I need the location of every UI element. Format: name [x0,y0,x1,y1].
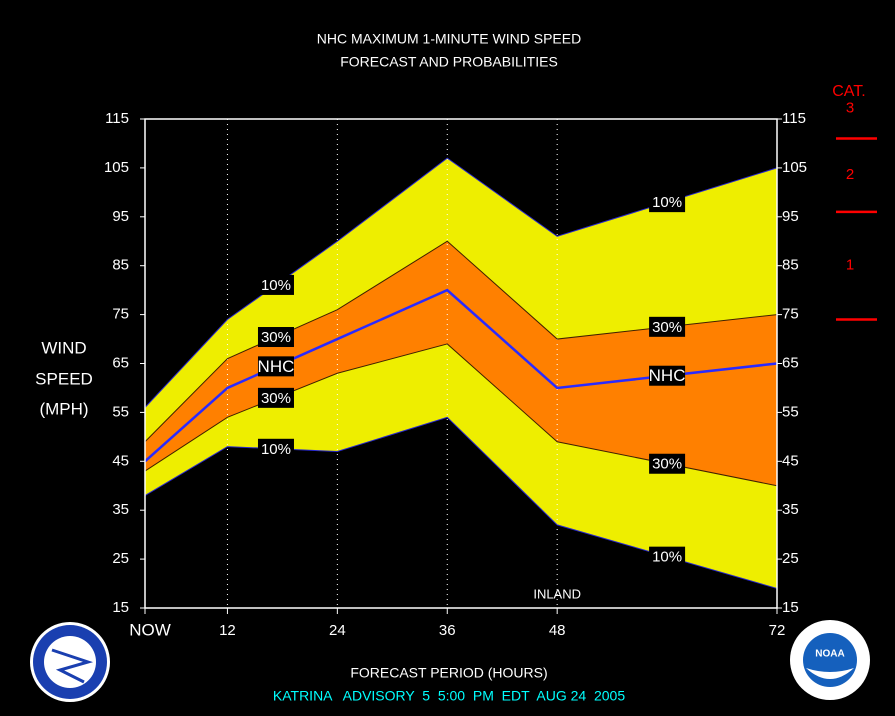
series-line [144,240,778,443]
series-label-box [649,453,686,474]
series-label-box [257,387,294,408]
y-tick-label: 55 [112,403,129,420]
y2-tick-label: 55 [782,403,799,420]
category-label: 2 [846,166,854,183]
y-tick-label: 75 [112,306,129,323]
x-axis-label: FORECAST PERIOD (HOURS) [350,665,547,681]
y2-tick-label: 35 [782,501,799,518]
y-tick-label: 65 [112,354,129,371]
y2-tick-label: 75 [782,306,799,323]
series-label: NHC [258,357,295,376]
logo-center [44,636,96,688]
x-tick-label: 72 [769,622,786,639]
series-label: 30% [652,319,682,336]
series-label: 30% [261,390,291,407]
y-tick-label: 35 [112,501,129,518]
y2-tick-label: 85 [782,257,799,274]
annotation: INLAND [533,586,581,601]
x-tick-label: 12 [219,622,236,639]
y-axis-label: WIND [41,338,86,357]
chart-title: NHC MAXIMUM 1-MINUTE WIND SPEED [317,31,581,47]
y-tick-label: 15 [112,599,129,616]
series-label: 10% [261,277,291,294]
logo-wave [806,668,854,679]
y-tick-label: 25 [112,550,129,567]
category-label: 1 [846,257,854,274]
category-title: CAT. [832,83,865,100]
x-tick-label: NOW [129,620,171,639]
nws-logo [30,622,110,702]
y2-tick-label: 25 [782,550,799,567]
x-tick-label: 48 [549,622,566,639]
y-tick-label: 115 [105,110,129,127]
x-tick-label: 24 [329,622,346,639]
category-label: 3 [846,100,854,117]
series-label-box [649,365,686,386]
y2-tick-label: 95 [782,208,799,225]
y2-tick-label: 45 [782,452,799,469]
y2-tick-label: 115 [782,110,806,127]
logo-text: NOAA [815,649,844,660]
series-line [144,157,778,408]
series-line [144,416,778,589]
y-tick-label: 45 [112,452,129,469]
series-label-box [649,316,686,337]
y-tick-label: 95 [112,208,129,225]
footer: KATRINA ADVISORY 5 5:00 PM EDT AUG 24 20… [273,688,625,704]
series-line [144,288,778,463]
y2-tick-label: 15 [782,599,799,616]
series-label-box [257,356,294,377]
series-label-box [257,274,294,295]
series-label-box [649,192,686,213]
band-fill [145,241,777,486]
series-label: NHC [649,366,686,385]
series-label: 10% [652,194,682,211]
series-line [144,343,778,487]
noaa-logo: NOAA [790,620,870,700]
series-label: 10% [261,441,291,458]
chart-title: FORECAST AND PROBABILITIES [340,54,558,70]
series-label: 30% [261,329,291,346]
series-label-box [649,546,686,567]
series-label-box [257,327,294,348]
series-label: 10% [652,549,682,566]
y-axis-label: (MPH) [39,399,88,418]
series-label: 30% [652,456,682,473]
logo-bolt [51,648,94,684]
y-axis-label: SPEED [35,369,93,388]
y-tick-label: 105 [104,159,129,176]
series-label-box [257,438,294,459]
x-tick-label: 36 [439,622,456,639]
y2-tick-label: 105 [782,159,807,176]
y-tick-label: 85 [112,257,129,274]
y2-tick-label: 65 [782,354,799,371]
